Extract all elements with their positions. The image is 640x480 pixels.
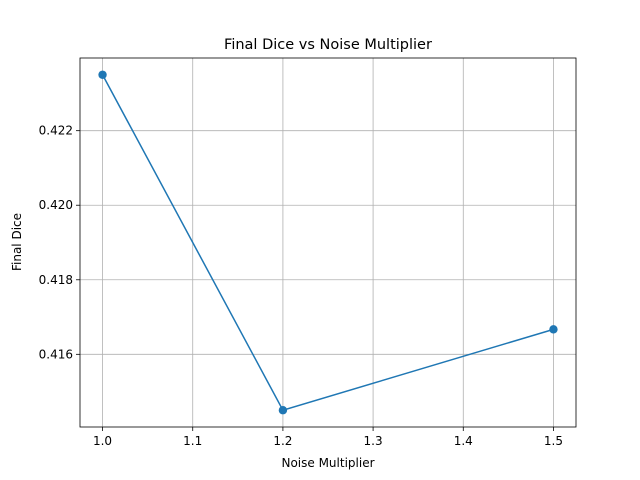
x-tick-label: 1.2 — [273, 434, 292, 448]
y-axis-label: Final Dice — [10, 213, 24, 271]
data-point — [549, 325, 558, 334]
y-tick-label: 0.420 — [39, 198, 73, 212]
x-tick-label: 1.5 — [544, 434, 563, 448]
y-tick-label: 0.422 — [39, 124, 73, 138]
chart-title: Final Dice vs Noise Multiplier — [224, 37, 432, 53]
grid — [80, 58, 576, 427]
data-point — [278, 406, 288, 415]
series-group — [98, 70, 558, 415]
series-line — [101, 74, 554, 412]
x-axis-label: Noise Multiplier — [281, 456, 374, 470]
y-tick-label: 0.416 — [39, 347, 73, 361]
plot-frame — [79, 57, 577, 428]
x-tick-label: 1.4 — [454, 434, 473, 448]
x-axis: 1.0 1.1 1.2 1.3 1.4 1.5 — [93, 427, 563, 448]
x-tick-label: 1.1 — [183, 434, 202, 448]
y-axis: 0.416 0.418 0.420 0.422 — [39, 124, 80, 361]
x-tick-label: 1.3 — [364, 434, 383, 448]
x-tick-label: 1.0 — [93, 434, 112, 448]
data-point — [98, 70, 107, 79]
y-tick-label: 0.418 — [39, 273, 73, 287]
